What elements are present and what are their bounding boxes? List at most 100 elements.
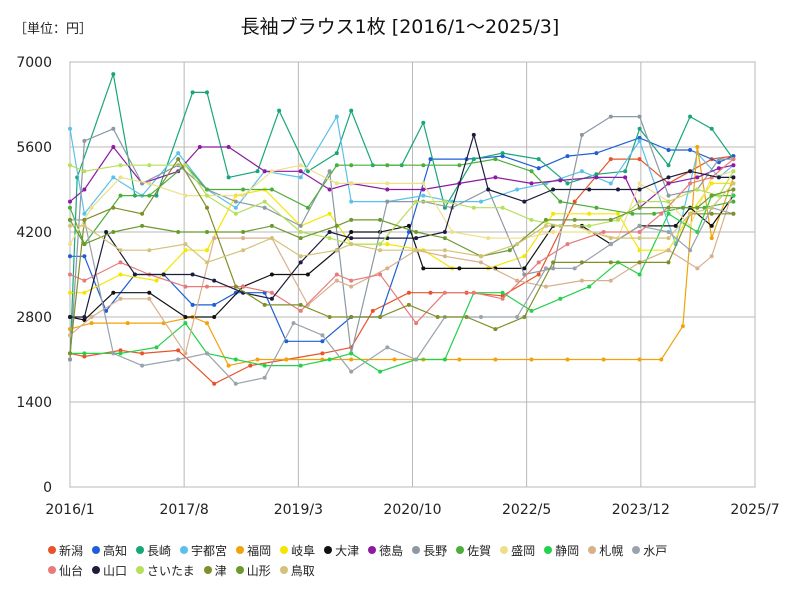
data-point-11-8	[298, 363, 303, 368]
legend-marker	[236, 546, 245, 554]
data-point-13-12	[414, 357, 419, 362]
data-point-3-4	[176, 151, 181, 156]
legend-marker	[500, 546, 509, 554]
x-tick-label: 2016/1	[45, 502, 94, 518]
data-point-18-10	[349, 217, 354, 222]
data-point-5-11	[385, 242, 390, 247]
data-point-19-22	[709, 205, 714, 210]
legend-label: 長野	[423, 543, 448, 558]
data-point-12-16	[543, 284, 548, 289]
data-point-13-18	[608, 242, 613, 247]
legend-item: 岐阜	[280, 542, 315, 559]
data-point-17-12	[406, 302, 411, 307]
series-line-12	[69, 189, 734, 354]
data-point-18-15	[507, 248, 512, 253]
data-point-18-21	[695, 205, 700, 210]
data-point-4-22	[709, 236, 714, 241]
legend-marker	[280, 546, 289, 554]
data-point-11-16	[529, 308, 534, 313]
data-point-18-16	[543, 217, 548, 222]
data-point-15-17	[522, 199, 527, 204]
data-point-13-6	[233, 381, 238, 386]
data-point-12-14	[479, 260, 483, 265]
data-point-9-22	[731, 199, 736, 204]
data-point-11-15	[500, 290, 505, 295]
data-point-12-20	[666, 248, 671, 253]
data-point-1-6	[212, 302, 217, 307]
data-point-5-2	[118, 272, 123, 277]
data-point-17-24	[731, 211, 736, 216]
data-point-3-19	[637, 138, 642, 143]
data-point-15-4	[161, 272, 166, 277]
data-point-15-10	[327, 230, 332, 234]
data-point-16-23	[716, 193, 721, 198]
chart-legend: 新潟 高知 長崎 宇都宮 福岡 岐阜 大津 徳島 長野 佐賀 盛岡 静岡 札幌 水戸 仙台 山口 さいたま 津 山形…	[48, 540, 788, 580]
data-point-9-19	[652, 211, 657, 216]
data-point-12-13	[442, 254, 447, 259]
series-line-10	[69, 164, 734, 245]
data-point-11-1	[82, 351, 87, 356]
legend-item: 長野	[412, 542, 447, 559]
data-point-3-9	[334, 114, 339, 119]
data-point-7-20	[666, 181, 671, 186]
data-point-4-19	[659, 357, 664, 362]
data-point-6-8	[305, 272, 310, 277]
data-point-18-2	[111, 230, 116, 234]
data-point-12-9	[334, 278, 339, 283]
data-point-4-6	[226, 363, 231, 368]
data-point-14-7	[269, 290, 274, 295]
y-tick-label: 0	[43, 480, 52, 496]
data-point-13-7	[262, 375, 267, 380]
data-point-16-11	[378, 242, 383, 247]
data-point-10-14	[486, 236, 491, 241]
data-point-15-13	[414, 236, 419, 241]
data-point-7-9	[327, 187, 332, 192]
data-point-1-1	[82, 254, 87, 259]
data-point-2-12	[349, 108, 354, 113]
data-point-4-11	[392, 357, 397, 362]
data-point-6-13	[421, 266, 426, 271]
data-point-19-23	[731, 181, 736, 186]
data-point-19-11	[378, 248, 383, 253]
data-point-16-24	[731, 169, 736, 174]
legend-item: さいたま	[136, 562, 195, 579]
data-point-7-0	[68, 199, 72, 204]
data-point-15-25	[731, 175, 736, 180]
data-point-5-1	[82, 290, 87, 295]
data-point-15-5	[190, 272, 195, 277]
data-point-2-22	[623, 169, 628, 174]
data-point-18-4	[176, 230, 181, 234]
data-point-3-12	[421, 193, 426, 198]
legend-label: 高知	[103, 543, 128, 558]
data-point-18-5	[205, 230, 209, 234]
data-point-5-17	[587, 211, 592, 216]
data-point-4-10	[349, 357, 354, 362]
data-point-19-14	[479, 254, 483, 259]
series-line-15	[70, 134, 734, 318]
legend-label: 札幌	[599, 543, 624, 558]
data-point-18-22	[709, 193, 714, 198]
data-point-13-16	[543, 266, 548, 271]
data-point-15-6	[212, 278, 217, 283]
data-point-1-0	[68, 254, 72, 259]
legend-label: 福岡	[247, 543, 272, 558]
data-point-4-13	[457, 357, 462, 362]
data-point-9-14	[493, 157, 498, 162]
data-point-5-0	[68, 290, 72, 295]
legend-marker	[92, 546, 101, 554]
data-point-1-22	[688, 148, 693, 152]
series-line-7	[69, 146, 734, 209]
x-tick-label: 2020/10	[383, 502, 441, 518]
legend-label: 岐阜	[291, 543, 316, 558]
legend-item: 徳島	[368, 542, 403, 559]
data-point-6-21	[673, 223, 678, 228]
data-point-9-11	[385, 163, 390, 168]
data-point-10-13	[450, 230, 455, 234]
data-point-16-22	[695, 187, 700, 192]
data-point-9-5	[205, 187, 209, 192]
data-point-17-0	[68, 351, 72, 356]
data-point-12-17	[579, 278, 584, 283]
data-point-15-3	[132, 272, 137, 277]
data-point-13-21	[688, 248, 693, 253]
data-point-15-8	[269, 296, 274, 301]
